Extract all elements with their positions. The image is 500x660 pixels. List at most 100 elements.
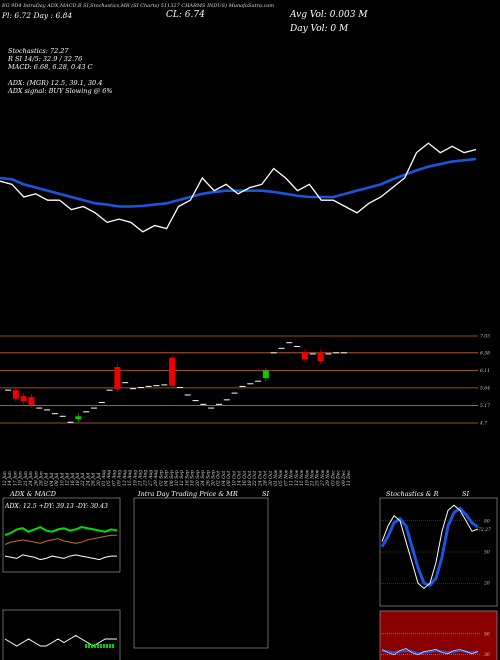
date-tick: 30 Sep (210, 470, 216, 486)
macd-line (4, 634, 117, 647)
date-tick: 10 Sep (174, 470, 180, 486)
stoch-tick-label: 80 (484, 518, 490, 524)
date-tick: 16 Jul (70, 472, 76, 486)
close-line (0, 142, 477, 233)
stoch-d-line (380, 506, 479, 588)
date-tick: 17 Jun (12, 471, 18, 486)
date-tick: 04 Jul (49, 472, 55, 486)
date-axis: 12 Jun 14 Jun 17 Jun 19 Jun 21 Jun 24 Jun 26 J… (2, 469, 352, 487)
macd-histogram-bar (88, 644, 90, 648)
date-tick: 05 Dec (336, 470, 342, 486)
date-tick: 24 Jun (28, 471, 34, 487)
date-tick: 15 Aug (127, 470, 133, 486)
macd-histogram-bar (85, 644, 87, 648)
price-level-label: 4.7 (479, 421, 487, 427)
date-tick: 07 Nov (283, 469, 289, 486)
minus-di-line (4, 534, 117, 545)
macd-histogram-bar (103, 644, 105, 648)
date-tick: 23 Aug (143, 470, 149, 487)
stoch-tick-label: 20 (483, 581, 490, 587)
macd-value: MACD: 6.68, 6.28, 0.43 C (8, 63, 93, 71)
date-tick: 18 Sep (190, 470, 196, 486)
date-tick: 26 Jul (91, 472, 97, 487)
rsi-value: R SI 14/5: 32.9 / 32.76 (8, 55, 83, 63)
adx-signal: ADX signal: BUY Slowing @ 6% (8, 87, 113, 95)
date-tick: 27 Aug (148, 470, 154, 487)
date-tick: 22 Jul (80, 472, 86, 487)
date-tick: 04 Sep (164, 470, 170, 486)
date-tick: 01 Nov (273, 469, 279, 486)
rsi-lines: 503020 (381, 631, 490, 658)
intraday-panel-title: Intra Day Trading Price & MR (138, 490, 238, 498)
plus-di-line (4, 525, 118, 537)
date-tick: 08 Oct (226, 471, 232, 486)
date-tick: 24 Oct (257, 471, 263, 487)
price-level-label: 5.17 (480, 403, 490, 409)
date-tick: 15 Nov (299, 469, 305, 486)
date-tick: 02 Jul (44, 472, 50, 486)
macd-panel-frame (2, 609, 121, 660)
date-tick: 24 Jul (85, 472, 91, 487)
date-tick: 18 Oct (247, 471, 253, 486)
candle-series (5, 342, 347, 423)
price-level-label: 7.03 (480, 334, 490, 340)
date-tick: 18 Jul (75, 472, 81, 486)
rsi-tick-label: 30 (484, 652, 490, 658)
macd-histogram-bar (106, 644, 108, 648)
date-tick: 05 Aug (106, 470, 112, 486)
candle-body (262, 370, 269, 379)
date-tick: 01 Aug (101, 470, 107, 486)
date-tick: 12 Sep (179, 470, 185, 486)
date-tick: 03 Dec (330, 470, 336, 486)
date-tick: 28 Oct (263, 471, 269, 487)
date-tick: 30 Jul (96, 472, 102, 486)
day-vol-label: Day Vol: 0 M (290, 24, 349, 34)
date-tick: 02 Sep (158, 470, 164, 486)
date-tick: 28 Jun (38, 471, 44, 487)
ma-line (0, 157, 477, 208)
rsi-white-line (381, 648, 479, 656)
date-tick: 26 Sep (205, 470, 211, 487)
prev-close-label: Pl: 6.72 Day : 6.84 (2, 11, 73, 20)
date-tick: 25 Nov (315, 469, 321, 487)
date-tick: 21 Jun (23, 471, 29, 487)
stoch-value-label: 72.27 (478, 527, 491, 533)
date-tick: 06 Sep (169, 470, 175, 486)
date-tick: 02 Oct (216, 471, 222, 486)
macd-histogram-bar (94, 644, 96, 648)
stoch-k-line (381, 504, 479, 590)
macd-histogram-bar (91, 644, 93, 648)
candle-body (301, 352, 308, 360)
date-tick: 24 Sep (200, 470, 206, 487)
date-tick: 08 Jul (54, 472, 60, 486)
date-tick: 14 Jun (7, 471, 13, 486)
macd-histogram-bar (100, 644, 102, 648)
adx-line (4, 554, 117, 561)
date-tick: 20 Sep (195, 470, 201, 487)
price-level-label: 6.11 (480, 368, 490, 374)
date-tick: 07 Aug (111, 470, 117, 486)
candle-body (169, 357, 176, 386)
date-tick: 30 Oct (268, 471, 274, 486)
candle-body (114, 366, 121, 390)
price-levels: 7.03 6.58 6.11 5.64 5.17 4.7 (0, 334, 490, 427)
date-tick: 04 Oct (221, 471, 227, 486)
candle-body (20, 396, 27, 402)
date-tick: 10 Jul (59, 472, 65, 486)
adx-panel-frame (2, 497, 121, 573)
date-tick: 14 Oct (237, 471, 243, 486)
date-tick: 16 Oct (242, 471, 248, 486)
date-tick: 21 Nov (310, 469, 316, 487)
intraday-panel-si: SI (262, 490, 270, 498)
date-tick: 13 Nov (294, 469, 300, 486)
chart-header-line: EG 9D4 IntraDay ADX,MACD,B SI,Stochastic… (2, 3, 275, 9)
rsi-tick-label: 50 (484, 631, 490, 637)
date-tick: 21 Aug (138, 470, 144, 487)
macd-histogram-bar (97, 644, 99, 648)
main-chart: 7.03 6.58 6.11 5.64 5.17 4.7 12 Jun 14 Jun 17 J… (0, 142, 490, 487)
price-line-chart (0, 142, 477, 233)
macd-histogram-bar (112, 644, 114, 648)
adx-value: ADX: (MGR) 12.5, 39.1, 30.4 (8, 79, 103, 87)
date-tick: 11 Nov (289, 469, 295, 486)
